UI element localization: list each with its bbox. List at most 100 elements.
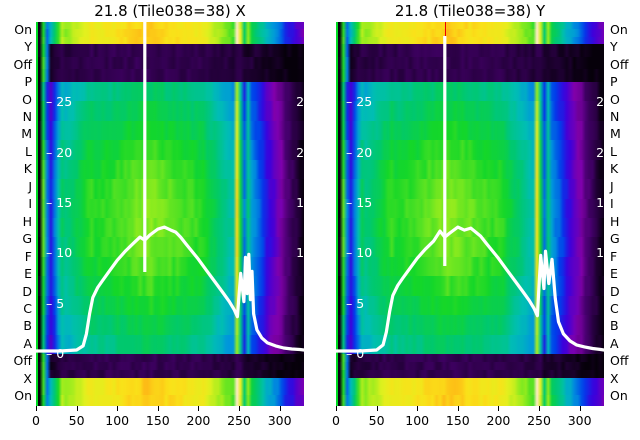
y-tick-label: –0: [46, 346, 65, 361]
y-tick-label-right: 20: [596, 144, 604, 160]
heatmap-band: [336, 44, 604, 82]
heatmap-band: [336, 82, 604, 354]
y-tick-label-right: 25: [296, 94, 304, 110]
category-label: Off: [13, 56, 32, 72]
heatmap-band: [36, 354, 304, 378]
heatmap-band: [336, 22, 604, 44]
heatmap-panel-y[interactable]: –00–55–1010–1515–2020–2525: [336, 22, 604, 406]
x-tick-label: 300: [267, 413, 292, 428]
x-tick-label: 300: [567, 413, 592, 428]
category-label: D: [610, 283, 620, 299]
category-label: I: [28, 196, 32, 212]
heatmap-band: [36, 378, 304, 406]
category-label: C: [23, 301, 32, 316]
category-label: J: [28, 178, 32, 194]
category-axis-right: On Y Off P O N M L K J I H G F E D C B A Off X On: [606, 22, 640, 406]
category-label: H: [22, 213, 32, 229]
category-label: M: [21, 126, 32, 142]
x-tick-label: 250: [227, 413, 251, 428]
category-label: D: [22, 283, 32, 299]
category-label: On: [610, 388, 628, 404]
category-label: G: [22, 231, 32, 247]
category-label: Off: [13, 353, 32, 369]
category-label: Y: [610, 39, 618, 55]
x-tick-label: 50: [68, 413, 85, 428]
y-tick-label-right: 10: [596, 245, 604, 261]
x-tick-mark: [579, 406, 581, 411]
x-tick-mark: [539, 406, 541, 411]
category-label: K: [610, 161, 619, 177]
category-label: On: [14, 388, 32, 404]
x-tick-mark: [157, 406, 159, 411]
category-label: O: [610, 91, 620, 107]
x-tick-mark: [279, 406, 281, 411]
category-label: E: [24, 266, 32, 282]
x-tick-label: 100: [405, 413, 430, 428]
category-axis-left: On Y Off P O N M L K J I H G F E D C B A Off X On: [0, 22, 34, 406]
y-tick-label: –15: [46, 194, 73, 210]
category-label: P: [24, 74, 32, 90]
heatmap-band: [36, 44, 304, 82]
y-tick-label-right: 15: [596, 194, 604, 210]
y-tick-label-right: 15: [296, 194, 304, 210]
category-label: N: [22, 109, 32, 124]
heatmap-band: [36, 22, 304, 44]
x-tick-mark: [417, 406, 419, 411]
y-tick-label-right: 25: [596, 94, 604, 110]
category-label: A: [610, 335, 619, 351]
y-tick-label: –5: [346, 295, 365, 311]
x-tick-mark: [198, 406, 200, 411]
heatmap-band: [336, 354, 604, 378]
y-tick-label: –5: [46, 295, 65, 311]
category-label: F: [24, 248, 32, 264]
x-axis-left: 0 50 100 150 200 250 300: [32, 406, 304, 440]
x-tick-mark: [76, 406, 78, 411]
panel-title-y: 21.8 (Tile038=38) Y: [394, 2, 546, 20]
x-tick-label: 200: [486, 413, 511, 428]
x-tick-label: 250: [527, 413, 551, 428]
y-tick-label: –20: [46, 144, 73, 160]
category-label: N: [610, 109, 620, 124]
y-tick-label-right: 20: [296, 144, 304, 160]
y-tick-label: –15: [346, 194, 373, 210]
y-tick-label: –20: [346, 144, 373, 160]
category-label: Off: [610, 353, 629, 369]
x-tick-label: 0: [332, 413, 340, 428]
category-label: B: [23, 318, 32, 334]
category-label: J: [610, 178, 614, 194]
heatmap-band: [336, 378, 604, 406]
y-tick-label: –25: [346, 94, 373, 110]
category-label: F: [610, 248, 618, 264]
category-label: E: [610, 266, 618, 282]
category-label: H: [610, 213, 620, 229]
y-tick-label: –10: [46, 245, 73, 261]
y-tick-label: –25: [46, 94, 73, 110]
x-tick-label: 150: [145, 413, 170, 428]
category-label: C: [610, 301, 619, 316]
x-tick-label: 200: [186, 413, 211, 428]
profile-trace: [36, 22, 304, 353]
category-label: On: [610, 21, 628, 37]
category-label: L: [610, 143, 617, 159]
x-tick-label: 150: [445, 413, 470, 428]
y-tick-label: –10: [346, 245, 373, 261]
category-label: X: [610, 370, 619, 386]
x-tick-mark: [376, 406, 378, 411]
x-tick-mark: [336, 406, 337, 411]
y-tick-label-right: 10: [296, 245, 304, 261]
x-tick-mark: [239, 406, 241, 411]
panel-title-x: 21.8 (Tile038=38) X: [94, 2, 246, 20]
x-tick-mark: [457, 406, 459, 411]
x-tick-label: 50: [368, 413, 385, 428]
category-label: P: [610, 74, 618, 90]
heatmap-panel-x[interactable]: –00–55–1010–1515–2020–2525: [36, 22, 304, 406]
x-tick-mark: [36, 406, 37, 411]
category-label: X: [23, 370, 32, 386]
category-label: A: [23, 335, 32, 351]
y-tick-label: –0: [346, 346, 365, 361]
category-label: On: [14, 21, 32, 37]
category-label: I: [610, 196, 614, 212]
category-label: G: [610, 231, 620, 247]
category-label: Y: [24, 39, 32, 55]
